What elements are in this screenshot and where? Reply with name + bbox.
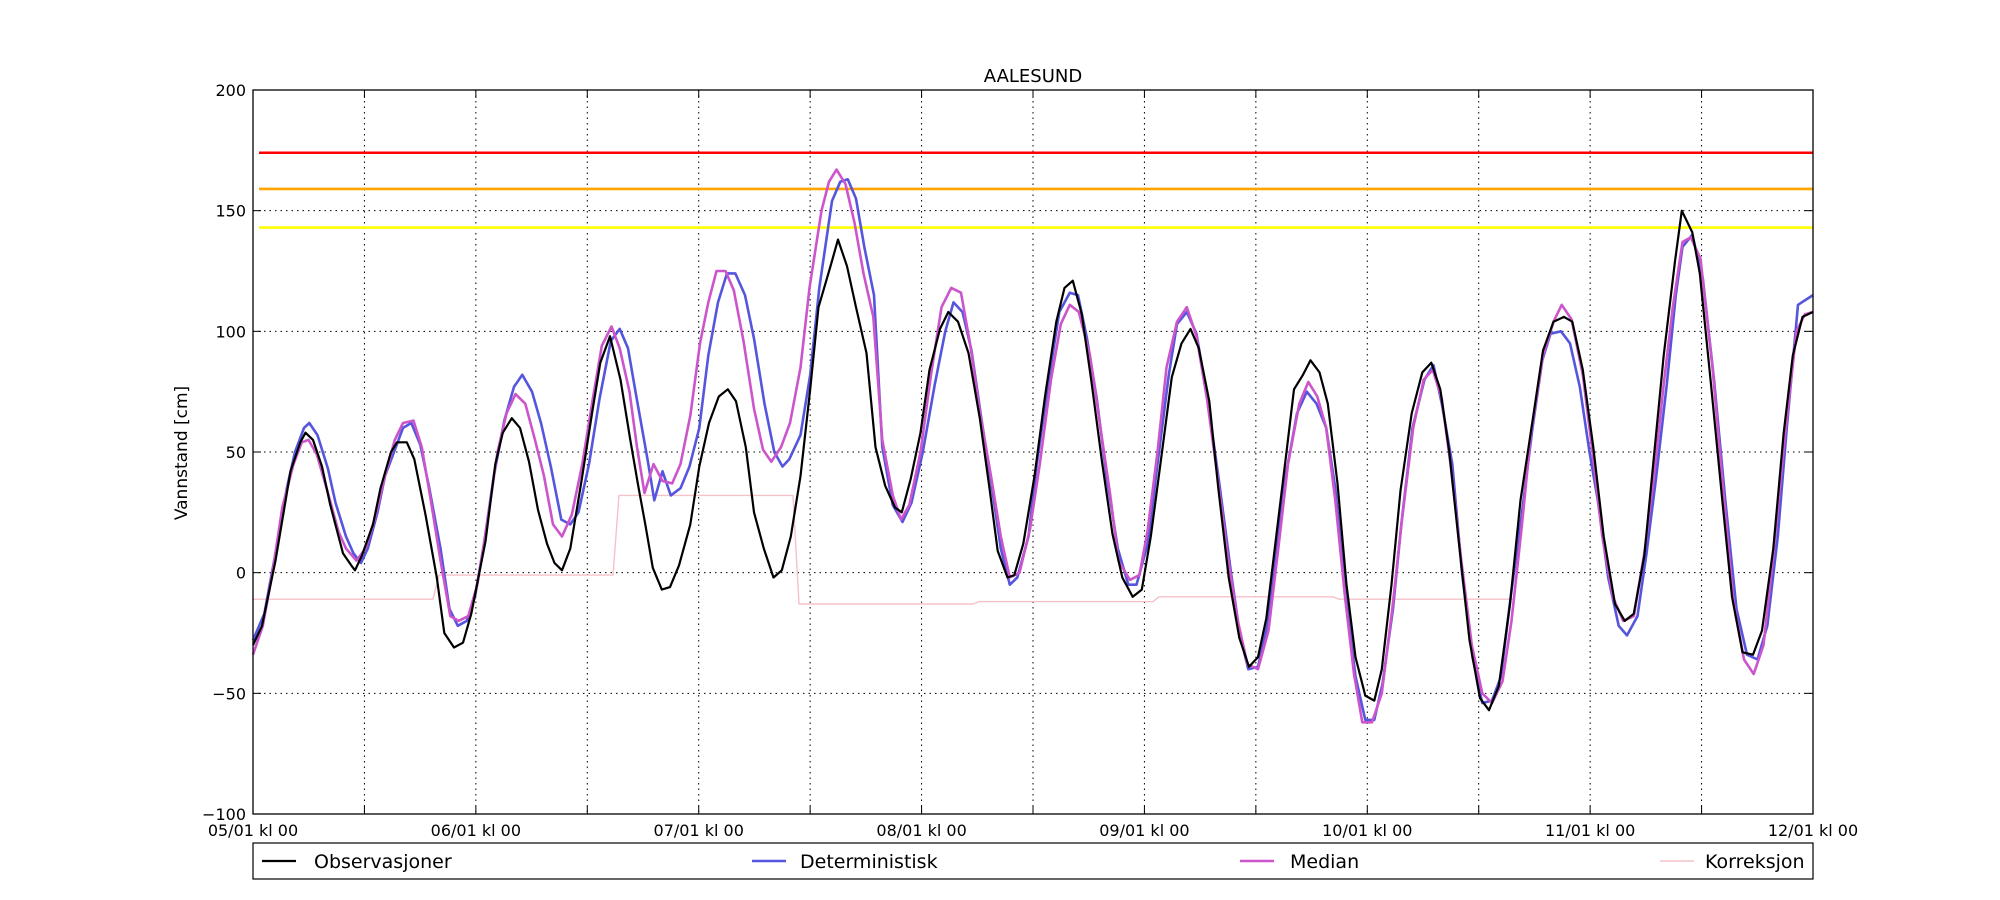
y-tick-label: 200 bbox=[215, 81, 246, 100]
legend-label: Deterministisk bbox=[800, 851, 938, 873]
y-tick-label: −100 bbox=[202, 805, 246, 824]
legend-frame bbox=[252, 842, 1814, 880]
x-tick-label: 09/01 kl 00 bbox=[1099, 821, 1189, 840]
grid-lines bbox=[253, 90, 1813, 814]
x-tick-label: 07/01 kl 00 bbox=[654, 821, 744, 840]
y-tick-label: 50 bbox=[226, 443, 246, 462]
series-lines bbox=[251, 168, 1814, 724]
x-tick-label: 12/01 kl 00 bbox=[1768, 821, 1858, 840]
x-tick-label: 08/01 kl 00 bbox=[876, 821, 966, 840]
legend-label: Observasjoner bbox=[314, 851, 452, 873]
x-tick-label: 05/01 kl 00 bbox=[208, 821, 298, 840]
x-tick-label: 11/01 kl 00 bbox=[1545, 821, 1635, 840]
legend-items: Observasjoner Deterministisk Median Korreks… bbox=[262, 851, 1805, 873]
y-tick-label: −50 bbox=[212, 684, 246, 703]
series-line-korreksjon bbox=[253, 494, 1513, 605]
legend-label: Median bbox=[1290, 851, 1359, 873]
chart-title: AALESUND bbox=[984, 66, 1082, 87]
x-tick-label: 06/01 kl 00 bbox=[431, 821, 521, 840]
x-tick-label: 10/01 kl 00 bbox=[1322, 821, 1412, 840]
y-tick-label: 150 bbox=[215, 202, 246, 221]
y-tick-label: 0 bbox=[236, 564, 246, 583]
threshold-lines bbox=[259, 151, 1813, 229]
y-axis-label: Vannstand [cm] bbox=[172, 386, 192, 520]
legend: Observasjoner Deterministisk Median Korreks… bbox=[252, 842, 1814, 880]
axis-ticks: 05/01 kl 00 06/01 kl 00 07/01 kl 00 08/01 k… bbox=[202, 81, 1858, 840]
y-tick-label: 100 bbox=[215, 322, 246, 341]
legend-label: Korreksjon bbox=[1705, 851, 1805, 873]
series-line-observasjoner bbox=[252, 209, 1814, 712]
